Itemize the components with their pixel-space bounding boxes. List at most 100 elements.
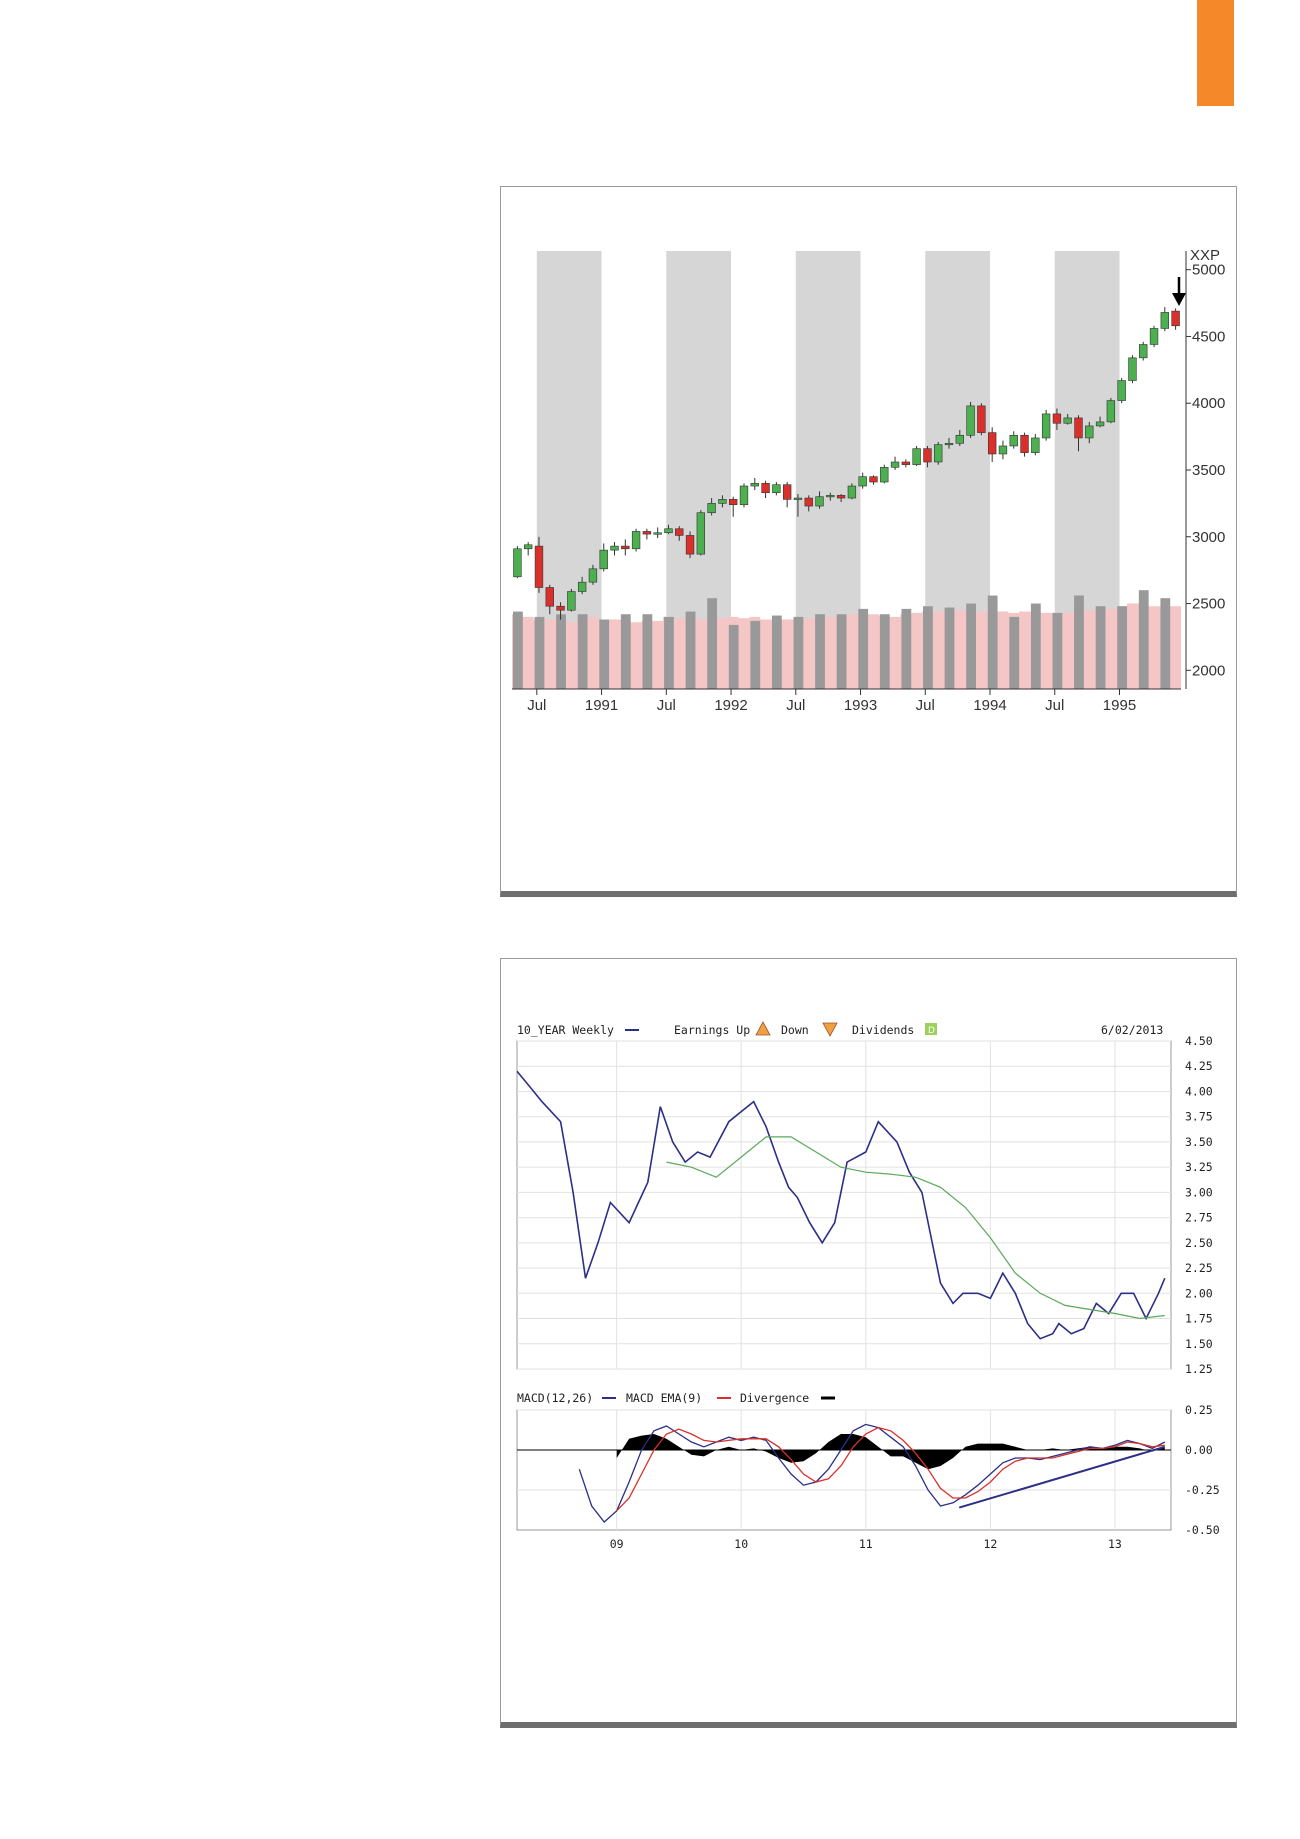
divergence-histogram xyxy=(616,1434,1165,1470)
main-chart-title: 10_YEAR Weekly xyxy=(517,1023,614,1037)
divergence-trendline xyxy=(958,1445,1166,1509)
y-tick-label: 3500 xyxy=(1192,462,1225,479)
candle xyxy=(955,429,964,446)
candle xyxy=(836,494,846,503)
candle xyxy=(685,531,695,559)
y-tick-label: 3000 xyxy=(1192,529,1225,546)
bond-yield-chart-panel: 10_YEAR Weekly Earnings Up Down Dividend… xyxy=(500,958,1237,1728)
y-tick-label: 1.25 xyxy=(1185,1362,1213,1376)
y-tick-label: 3.75 xyxy=(1185,1110,1213,1124)
y-tick-label: 2500 xyxy=(1192,596,1225,613)
shaded-period xyxy=(666,251,732,689)
volume-bar xyxy=(858,608,869,689)
volume-bar xyxy=(534,616,545,689)
candle xyxy=(577,576,587,595)
candle xyxy=(545,584,554,615)
candle xyxy=(599,543,608,572)
candle xyxy=(912,445,921,466)
candle xyxy=(534,536,544,593)
y-tick-label: 5000 xyxy=(1192,262,1225,279)
x-tick-label: 1991 xyxy=(585,697,618,714)
candle xyxy=(1139,341,1148,361)
candle xyxy=(1149,325,1159,348)
earnings-down-legend: Down xyxy=(781,1023,809,1037)
candle xyxy=(718,495,727,508)
candle xyxy=(707,498,716,516)
candle xyxy=(944,437,954,449)
volume-bar xyxy=(923,606,933,689)
candle xyxy=(729,496,738,517)
candle xyxy=(524,542,533,556)
candle xyxy=(631,528,641,552)
x-tick-label: Jul xyxy=(527,697,546,714)
y-tick-label: 0.00 xyxy=(1185,1443,1213,1457)
candle xyxy=(772,482,781,496)
candle xyxy=(880,464,889,484)
moving-average-line xyxy=(666,1136,1165,1320)
main-plot-area xyxy=(516,1040,1172,1370)
volume-bar xyxy=(642,614,653,689)
volume-bar xyxy=(987,595,998,689)
candle xyxy=(901,459,911,468)
x-tick-label: Jul xyxy=(1045,697,1064,714)
yield-series-line xyxy=(516,1070,1166,1340)
volume-bar xyxy=(966,603,976,689)
candle xyxy=(1128,355,1137,384)
volume-bar xyxy=(620,614,631,689)
y-tick-label: 3.25 xyxy=(1185,1160,1213,1174)
candle xyxy=(826,492,835,501)
macd-ema-line xyxy=(616,1426,1165,1512)
candle xyxy=(621,539,630,556)
x-tick-label: 10 xyxy=(734,1537,748,1551)
volume-bar xyxy=(707,598,718,689)
y-tick-label: 2.75 xyxy=(1185,1211,1213,1225)
candle xyxy=(750,478,759,491)
orange-page-tab xyxy=(1197,0,1234,106)
macd-ema-legend-label: MACD EMA(9) xyxy=(626,1391,702,1405)
candle xyxy=(1095,416,1105,428)
candle xyxy=(1052,408,1062,430)
candle xyxy=(556,602,565,620)
volume-bar xyxy=(664,616,674,689)
y-tick-label: 2.25 xyxy=(1185,1261,1213,1275)
volume-bar xyxy=(513,611,523,689)
y-tick-label: 3.00 xyxy=(1185,1185,1213,1199)
volume-bar xyxy=(879,614,890,689)
yield-and-macd-chart: 10_YEAR Weekly Earnings Up Down Dividend… xyxy=(516,1021,1220,1551)
candle xyxy=(675,526,684,541)
candle xyxy=(1171,308,1180,330)
candle xyxy=(513,546,522,579)
candle xyxy=(696,510,706,556)
volume-bar xyxy=(750,620,761,689)
candle xyxy=(664,524,673,535)
volume-bar xyxy=(577,614,588,689)
volume-bar xyxy=(944,607,955,689)
candle xyxy=(1074,415,1083,452)
earnings-up-legend: Earnings Up xyxy=(674,1023,750,1037)
volume-bar xyxy=(1052,612,1063,689)
macd-line xyxy=(578,1423,1166,1523)
volume-bar xyxy=(1095,606,1106,689)
candle xyxy=(610,542,619,556)
dividend-badge: D xyxy=(928,1026,935,1036)
candle xyxy=(890,456,900,470)
y-tick-label: 0.25 xyxy=(1185,1403,1213,1417)
candle xyxy=(653,527,662,539)
candle xyxy=(923,445,932,468)
volume-bar xyxy=(901,608,912,689)
candle xyxy=(739,483,749,508)
y-tick-label: -0.25 xyxy=(1185,1483,1220,1497)
x-tick-label: 12 xyxy=(983,1537,997,1551)
x-tick-label: 13 xyxy=(1108,1537,1122,1551)
candle xyxy=(761,480,770,499)
volume-bar xyxy=(728,624,739,689)
candle xyxy=(804,495,813,512)
candle xyxy=(1160,307,1169,332)
volume-bar xyxy=(1074,595,1084,689)
candle xyxy=(966,401,975,438)
volume-bar xyxy=(1030,603,1041,689)
candle xyxy=(934,441,943,465)
y-tick-label: -0.50 xyxy=(1185,1523,1220,1537)
x-tick-label: Jul xyxy=(786,697,805,714)
candle xyxy=(858,472,867,489)
